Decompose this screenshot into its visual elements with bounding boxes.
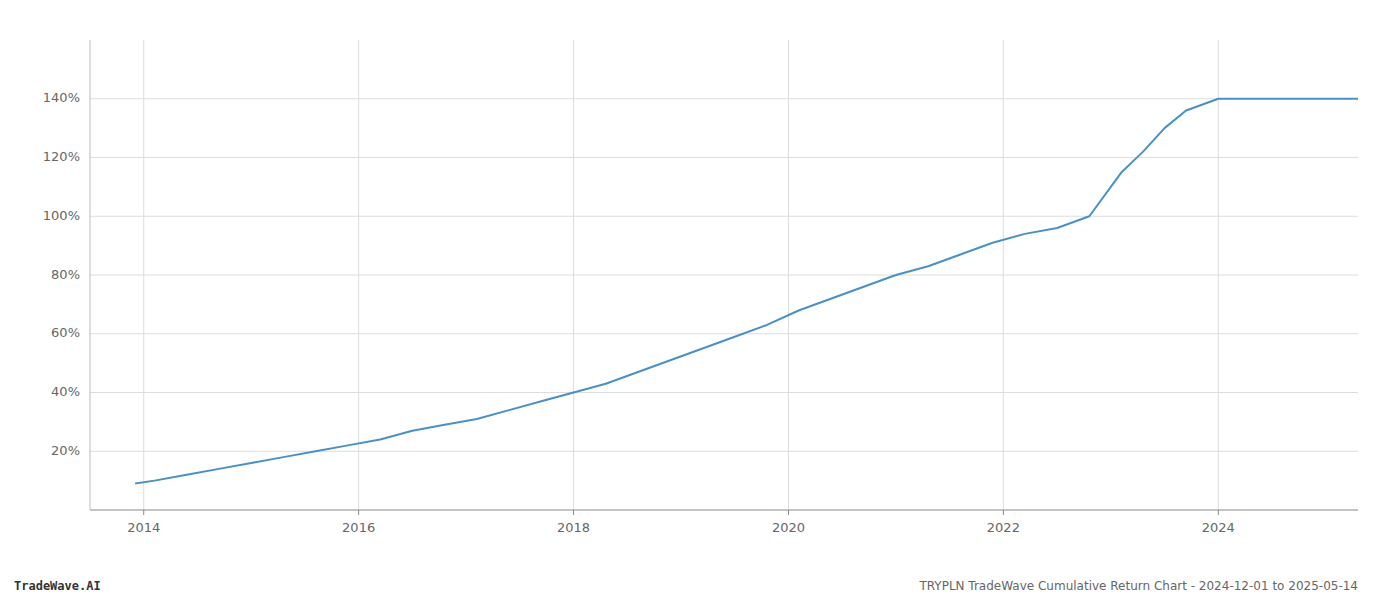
x-tick-label: 2016 [342,520,375,535]
chart: 20% 40% 60% 80% 100% 120% 140% 2014 2016 2018 2020… [0,0,1400,600]
x-grid-line [143,40,144,510]
watermark: TradeWave.AI [14,579,101,593]
y-tick-label: 60% [51,325,80,340]
x-tick-label: 2024 [1202,520,1235,535]
x-grid-line [1218,40,1219,510]
x-tick [788,510,789,515]
x-tick [1218,510,1219,515]
x-tick [358,510,359,515]
x-grid-line [1003,40,1004,510]
y-grid-line [90,333,1358,334]
y-tick-label: 100% [43,208,80,223]
axes: 20% 40% 60% 80% 100% 120% 140% 2014 2016 2018 2020… [43,40,1358,535]
x-tick-label: 2022 [987,520,1020,535]
x-tick [1003,510,1004,515]
y-grid-line [90,216,1358,217]
x-tick-label: 2020 [772,520,805,535]
grid [90,40,1358,510]
return-line [135,99,1358,484]
x-grid-line [358,40,359,510]
y-grid-line [90,157,1358,158]
x-axis-line [90,510,1358,511]
x-tick [143,510,144,515]
y-grid-line [90,392,1358,393]
y-tick-label: 120% [43,149,80,164]
title: TRYPLN TradeWave Cumulative Return Chart… [918,579,1358,593]
x-grid-line [788,40,789,510]
x-tick-label: 2014 [127,520,160,535]
y-tick-label: 80% [51,267,80,282]
y-tick-label: 20% [51,443,80,458]
y-axis-line [90,40,91,510]
y-grid-line [90,275,1358,276]
y-tick-label: 40% [51,384,80,399]
y-grid-line [90,451,1358,452]
y-grid-line [90,98,1358,99]
y-tick-label: 140% [43,90,80,105]
x-grid-line [573,40,574,510]
x-tick-label: 2018 [557,520,590,535]
plot-area [135,99,1358,484]
x-tick [573,510,574,515]
